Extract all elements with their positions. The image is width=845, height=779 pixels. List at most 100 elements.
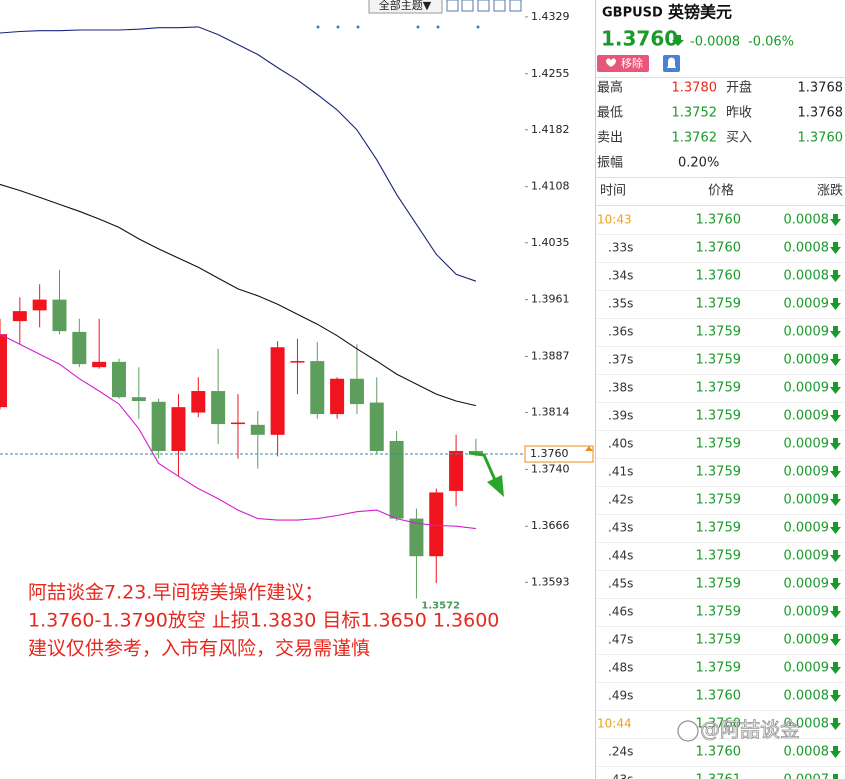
- down-arrow: [830, 746, 841, 758]
- tick-price: 1.3760: [696, 689, 742, 704]
- candle-body: [369, 402, 384, 451]
- down-arrow: [830, 466, 841, 478]
- down-arrow: [830, 606, 841, 618]
- down-arrow: [830, 494, 841, 506]
- tick-price: 1.3759: [696, 297, 742, 312]
- tick-change: 0.0008: [784, 689, 830, 704]
- indicator-line: [0, 333, 476, 530]
- y-tick-label: 1.4035: [531, 236, 570, 249]
- stat-label: 最高: [597, 80, 623, 96]
- tick-change: 0.0009: [784, 381, 830, 396]
- candle-body: [0, 334, 7, 408]
- y-tick-label: 1.3740: [531, 462, 570, 475]
- tick-price: 1.3759: [696, 661, 742, 676]
- annotation-text: 1.3760-1.3790放空 止损1.3830 目标1.3650 1.3600: [28, 610, 499, 632]
- y-tick-label: 1.3887: [531, 349, 570, 362]
- last-price-box: [524, 445, 594, 463]
- stat-value: 0.20%: [678, 156, 719, 171]
- down-arrow: [830, 690, 841, 702]
- tick-price: 1.3759: [696, 549, 742, 564]
- candle-body: [230, 422, 245, 425]
- tick-time: .43s: [608, 521, 633, 535]
- tick-price: 1.3759: [696, 381, 742, 396]
- tick-header: 涨跌: [817, 183, 843, 199]
- down-arrow: [830, 298, 841, 310]
- indicator-line: [0, 183, 477, 407]
- theme-button[interactable]: [368, 0, 443, 14]
- tick-price: 1.3759: [696, 633, 742, 648]
- stat-value: 1.3752: [672, 106, 718, 121]
- tick-time: 10:43: [597, 213, 632, 227]
- tick-change: 0.0009: [784, 661, 830, 676]
- last-price-marker: [585, 446, 593, 452]
- y-tick-label: 1.4329: [531, 10, 570, 23]
- candle-body: [32, 299, 47, 311]
- tick-price: 1.3759: [696, 605, 742, 620]
- candle-body: [12, 311, 27, 322]
- tick-change: 0.0008: [784, 213, 830, 228]
- symbol: GBPUSD: [602, 6, 663, 21]
- bell-icon: [667, 57, 676, 68]
- stat-value: 1.3768: [798, 81, 844, 96]
- tick-time: .41s: [608, 465, 633, 479]
- tick-time: .24s: [608, 745, 633, 759]
- tick-time: .39s: [608, 409, 633, 423]
- watermark: @阿喆谈金: [700, 718, 800, 742]
- toolbar-icons[interactable]: [446, 0, 522, 12]
- indicator-line: [0, 26, 477, 282]
- tick-time: .48s: [608, 661, 633, 675]
- down-arrow: [830, 242, 841, 254]
- tick-time: .43s: [608, 773, 633, 779]
- down-arrow: [830, 382, 841, 394]
- tick-header: 价格: [708, 183, 734, 199]
- candle-body: [72, 331, 87, 365]
- down-arrow: [830, 718, 841, 730]
- tick-change: 0.0009: [784, 325, 830, 340]
- change: -0.0008: [690, 35, 740, 50]
- tick-change: 0.0009: [784, 493, 830, 508]
- candle-body: [111, 361, 126, 398]
- stat-value: 1.3762: [672, 131, 718, 146]
- tick-time: .42s: [608, 493, 633, 507]
- candle-body: [211, 391, 226, 425]
- remove-label: 移除: [621, 56, 643, 70]
- tick-time: .35s: [608, 297, 633, 311]
- tick-time: .38s: [608, 381, 633, 395]
- down-arrow: [830, 214, 841, 226]
- down-arrow: [830, 578, 841, 590]
- stat-value: 1.3760: [798, 131, 844, 146]
- down-arrow: [830, 438, 841, 450]
- tick-price: 1.3759: [696, 577, 742, 592]
- tick-time: .36s: [608, 325, 633, 339]
- annotation-text: 建议仅供参考，入市有风险，交易需谨慎: [28, 638, 370, 660]
- tick-change: 0.0009: [784, 577, 830, 592]
- stat-value: 1.3768: [798, 106, 844, 121]
- watermark-logo: [677, 720, 699, 742]
- down-arrow: [830, 270, 841, 282]
- candle-body: [290, 361, 305, 363]
- tick-change: 0.0009: [784, 353, 830, 368]
- tick-time: .37s: [608, 353, 633, 367]
- down-arrow: [830, 774, 841, 779]
- tick-change: 0.0007: [784, 773, 830, 779]
- tick-change: 0.0009: [784, 605, 830, 620]
- candle-body: [409, 518, 424, 557]
- tick-time: .44s: [608, 549, 633, 563]
- tick-price: 1.3759: [696, 437, 742, 452]
- tick-time: .47s: [608, 633, 633, 647]
- y-tick-label: 1.4108: [531, 180, 570, 193]
- tick-change: 0.0009: [784, 633, 830, 648]
- tick-time: .33s: [608, 241, 633, 255]
- instrument-name: 英镑美元: [667, 3, 732, 22]
- candle-body: [171, 407, 186, 451]
- heart-icon: [606, 58, 616, 67]
- down-arrow: [672, 35, 684, 46]
- y-tick-label: 1.3961: [531, 293, 570, 306]
- tick-time: .40s: [608, 437, 633, 451]
- candle-body: [330, 378, 345, 415]
- stat-label: 振幅: [597, 156, 623, 171]
- stat-label: 最低: [597, 106, 623, 121]
